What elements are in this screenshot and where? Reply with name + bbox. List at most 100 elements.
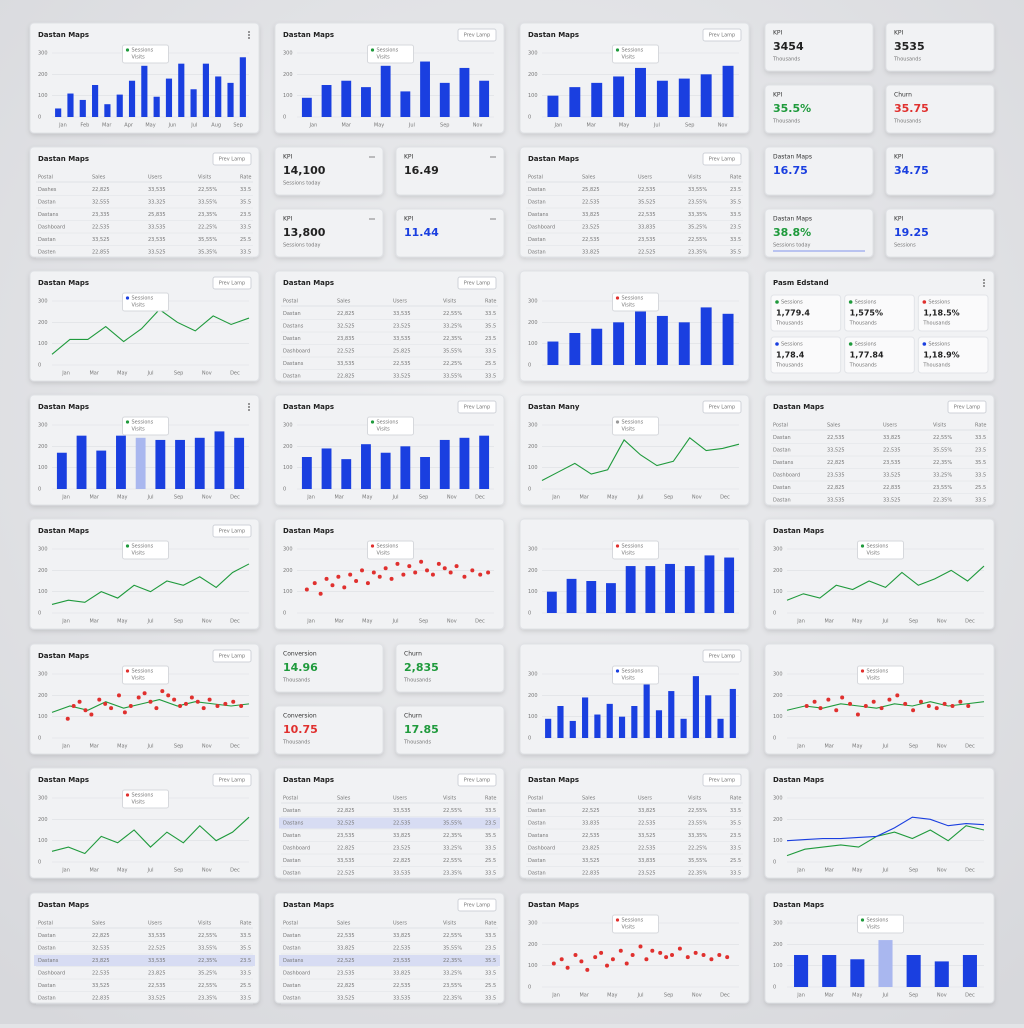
kpi-value: 16.49: [404, 164, 439, 177]
card-title: Dastan Maps: [283, 403, 334, 411]
scatter-point: [677, 946, 682, 951]
scatter-point: [109, 706, 114, 711]
table-cell: 33,535: [393, 996, 411, 1002]
filter-button[interactable]: [457, 276, 497, 290]
filter-button-label: Prev Lamp: [709, 157, 735, 163]
filter-button[interactable]: [212, 276, 252, 290]
table-cell: 22,35%: [443, 996, 462, 1002]
x-tick-label: Apr: [124, 123, 134, 129]
scatter-point: [565, 965, 570, 970]
filter-button[interactable]: [702, 28, 742, 42]
table-cell: 33,25%: [443, 324, 462, 330]
scatter-point: [172, 697, 177, 702]
kpi-label: KPI: [894, 154, 904, 161]
table-cell: 23,535: [827, 473, 845, 479]
y-tick-label: 200: [38, 568, 48, 574]
table-cell: 33,55%: [688, 187, 707, 193]
table-cell: 22,825: [337, 311, 355, 317]
table-cell: 22,55%: [198, 983, 217, 989]
filter-button[interactable]: [457, 28, 497, 42]
tooltip-text: Visits: [132, 676, 146, 682]
x-tick-label: Dec: [965, 868, 975, 874]
y-tick-label: 200: [38, 693, 48, 699]
bar: [668, 691, 675, 738]
table-cell: 22,535: [638, 212, 656, 218]
x-tick-label: Jan: [306, 495, 315, 501]
x-tick-label: May: [145, 123, 155, 129]
tooltip-dot: [125, 793, 130, 797]
table-cell: 22,835: [883, 485, 901, 491]
y-tick-label: 300: [773, 796, 783, 802]
tooltip: [612, 914, 659, 934]
tooltip-text: Visits: [132, 303, 146, 309]
table-cell: 22,535: [582, 200, 600, 206]
x-tick-label: Nov: [937, 868, 947, 874]
x-tick-label: Mar: [579, 495, 589, 501]
table-cell: 35.5: [730, 250, 741, 256]
bar: [631, 706, 638, 738]
row-highlight: [34, 955, 255, 966]
card-title: Dastan Maps: [38, 652, 89, 660]
bar: [722, 65, 734, 117]
bar: [202, 63, 209, 117]
x-tick-label: May: [852, 744, 862, 750]
filter-button[interactable]: [212, 649, 252, 663]
table-header: Rate: [730, 796, 741, 802]
bar: [684, 566, 695, 613]
tooltip: [122, 789, 169, 809]
y-tick-label: 300: [283, 51, 293, 57]
scatter-point: [573, 953, 578, 957]
kpi-tile: [395, 208, 505, 258]
scatter-point: [413, 570, 418, 575]
filter-button[interactable]: [702, 152, 742, 166]
table-header: Visits: [443, 796, 457, 802]
table-cell: Dastan: [283, 858, 301, 864]
kpi-value: 17.85: [404, 723, 439, 736]
kpi-subtext: Thousands: [775, 363, 803, 369]
filter-button[interactable]: [212, 152, 252, 166]
scatter-point: [371, 570, 376, 575]
table-cell: Dastans: [38, 958, 59, 964]
table-header: Sales: [337, 299, 351, 305]
bar: [128, 80, 136, 117]
filter-button[interactable]: [702, 649, 742, 663]
table-cell: 23,535: [337, 833, 355, 839]
card-title: Pasm Edstand: [773, 279, 829, 287]
filter-button[interactable]: [212, 524, 252, 538]
table-cell: 25,825: [393, 349, 411, 355]
scatter-point: [918, 699, 923, 704]
filter-button[interactable]: [457, 898, 497, 912]
bar: [234, 437, 245, 489]
filter-button[interactable]: [212, 773, 252, 787]
x-tick-label: Mar: [587, 123, 597, 129]
filter-button[interactable]: [947, 400, 987, 414]
scatter-point: [579, 959, 584, 964]
y-tick-label: 100: [528, 714, 538, 720]
scatter-point: [360, 568, 365, 573]
kpi-tile: [885, 208, 995, 258]
table-cell: 22,535: [148, 983, 166, 989]
kpi-value: 1,77.84: [850, 351, 884, 360]
bar: [569, 87, 581, 117]
bar: [301, 97, 312, 117]
table-cell: Dastan: [528, 237, 546, 243]
filter-button[interactable]: [457, 400, 497, 414]
tooltip: [122, 540, 169, 560]
table-card: [519, 146, 750, 258]
table-cell: Dastans: [528, 212, 549, 218]
filter-button[interactable]: [702, 773, 742, 787]
x-tick-label: Jul: [881, 868, 888, 874]
tooltip-text: Visits: [622, 676, 636, 682]
x-tick-label: Mar: [89, 619, 99, 625]
x-tick-label: Mar: [89, 868, 99, 874]
x-tick-label: Jan: [61, 868, 70, 874]
scatter-point: [855, 712, 860, 717]
table-header: Sales: [92, 921, 106, 927]
y-tick-label: 200: [283, 72, 293, 78]
filter-button[interactable]: [702, 400, 742, 414]
x-tick-label: Mar: [342, 123, 352, 129]
tooltip-text: Visits: [132, 427, 146, 433]
scatter-point: [365, 581, 370, 586]
card-title: Dastan Maps: [38, 31, 89, 39]
filter-button[interactable]: [457, 773, 497, 787]
